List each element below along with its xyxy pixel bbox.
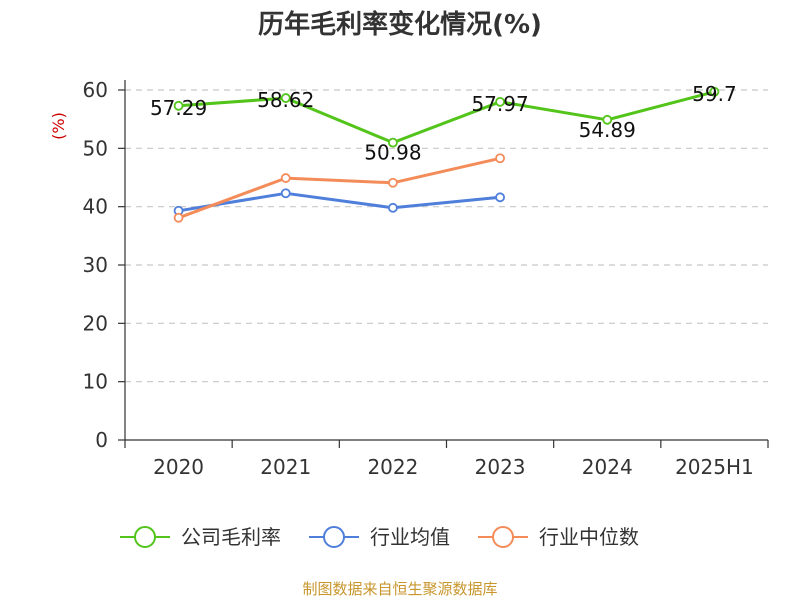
data-label: 57.97 (471, 92, 528, 116)
legend-marker (134, 526, 156, 548)
y-tick-label: 20 (83, 311, 108, 335)
data-label: 57.29 (150, 96, 207, 120)
legend-label: 行业均值 (370, 525, 450, 549)
data-point (709, 86, 720, 97)
y-tick-label: 0 (95, 428, 108, 452)
data-point (495, 192, 505, 203)
grid-lines (125, 89, 768, 383)
y-tick-label: 60 (83, 78, 108, 102)
data-point (388, 137, 398, 148)
series-line (178, 191, 501, 213)
y-tick-label: 10 (83, 370, 108, 394)
data-point (173, 100, 184, 111)
legend-marker (492, 526, 514, 548)
data-point (280, 173, 291, 183)
series (173, 86, 720, 223)
series-line (178, 156, 501, 220)
data-point (602, 114, 613, 125)
y-tick-label: 50 (83, 136, 108, 160)
x-tick-label: 2024 (582, 455, 633, 479)
legend-marker (323, 526, 345, 548)
data-point (280, 188, 291, 199)
legend-label: 行业中位数 (539, 525, 639, 549)
data-point (388, 202, 398, 213)
x-tick-label: 2021 (260, 455, 311, 479)
data-point (495, 153, 505, 164)
data-point (173, 212, 184, 223)
x-tick-label: 2020 (153, 455, 204, 479)
x-tick-label: 2022 (367, 455, 418, 479)
data-label: 58.62 (257, 88, 314, 112)
y-tick-label: 40 (83, 195, 108, 219)
data-label: 50.98 (364, 141, 421, 165)
data-point (388, 177, 398, 188)
legend-label: 公司毛利率 (181, 525, 281, 549)
x-tick-label: 2025H1 (675, 455, 754, 479)
data-point (495, 96, 505, 107)
legend: 公司毛利率 行业均值 行业中位数 (120, 525, 639, 549)
data-label: 59.7 (692, 82, 737, 106)
y-tick-label: 30 (83, 253, 108, 277)
axes: 0 10 20 30 40 50 60 (%) 2020 2021 2022 2023 2024 2025… (49, 78, 769, 479)
data-label: 54.89 (579, 118, 636, 142)
source-note: 制图数据来自恒生聚源数据库 (302, 580, 498, 598)
data-point (280, 93, 291, 103)
x-tick-label: 2023 (475, 455, 526, 479)
series-line (178, 90, 715, 145)
chart-title: 历年毛利率变化情况(%) (258, 10, 542, 40)
y-axis-title: (%) (49, 112, 68, 140)
data-labels: 57.29 58.62 50.98 57.97 54.89 59.7 (150, 82, 737, 165)
